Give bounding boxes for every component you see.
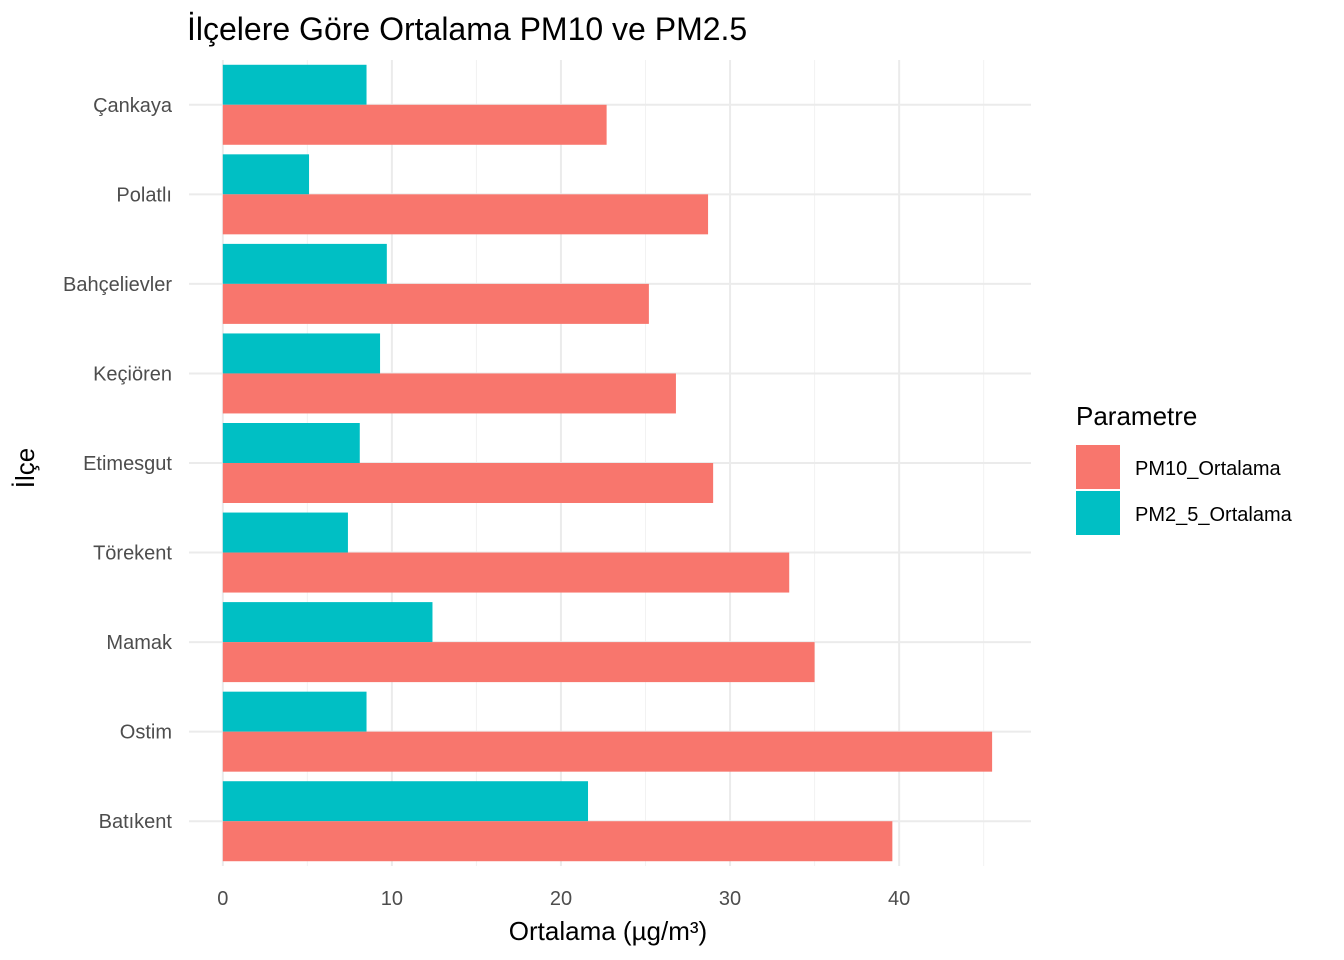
bar-pm10-8 [222,731,993,772]
bars [222,64,993,862]
y-axis-title: İlçe [10,448,40,488]
x-tick-label: 20 [550,888,572,910]
y-tick-label: Çankaya [93,95,173,117]
legend-title: Parametre [1076,401,1197,431]
bar-pm2-5-2 [222,154,310,195]
bar-pm10-9 [222,821,893,862]
bar-pm10-4 [222,373,676,414]
chart-title: İlçelere Göre Ortalama PM10 ve PM2.5 [187,11,747,47]
bar-pm2-5-4 [222,333,381,374]
y-tick-label: Bahçelievler [63,274,172,296]
bar-pm10-6 [222,552,790,593]
x-tick-label: 40 [888,888,910,910]
bar-pm2-5-6 [222,512,348,553]
bar-pm2-5-1 [222,64,367,105]
legend-swatch-1 [1076,445,1120,489]
y-tick-label: Polatlı [116,184,172,206]
bar-pm10-2 [222,194,709,235]
y-tick-label: Törekent [93,543,172,565]
x-tick-label: 0 [217,888,228,910]
x-axis-title: Ortalama (µg/m³) [509,916,707,946]
legend-label-1: PM10_Ortalama [1135,458,1281,480]
y-tick-label: Keçiören [93,363,172,385]
x-tick-label: 30 [719,888,741,910]
bar-pm2-5-5 [222,423,360,463]
y-tick-labels: Çankaya Polatlı Bahçelievler Keçiören Etimes… [63,95,173,833]
bar-pm2-5-7 [222,602,433,643]
y-tick-label: Batıkent [99,811,173,833]
bar-pm10-1 [222,104,607,145]
x-tick-label: 10 [381,888,403,910]
bar-pm10-5 [222,463,714,503]
bar-pm2-5-9 [222,781,589,822]
legend-label-2: PM2_5_Ortalama [1135,504,1293,526]
bar-pm10-3 [222,283,649,324]
bar-pm10-7 [222,642,815,683]
legend: Parametre PM10_Ortalama PM2_5_Ortalama [1076,401,1293,535]
legend-swatch-2 [1076,491,1120,535]
y-tick-label: Etimesgut [83,453,172,475]
x-tick-labels: 0 10 20 30 40 [217,888,910,910]
bar-pm2-5-3 [222,243,387,284]
bar-pm2-5-8 [222,691,367,732]
y-tick-label: Ostim [120,722,172,744]
y-tick-label: Mamak [106,632,173,654]
